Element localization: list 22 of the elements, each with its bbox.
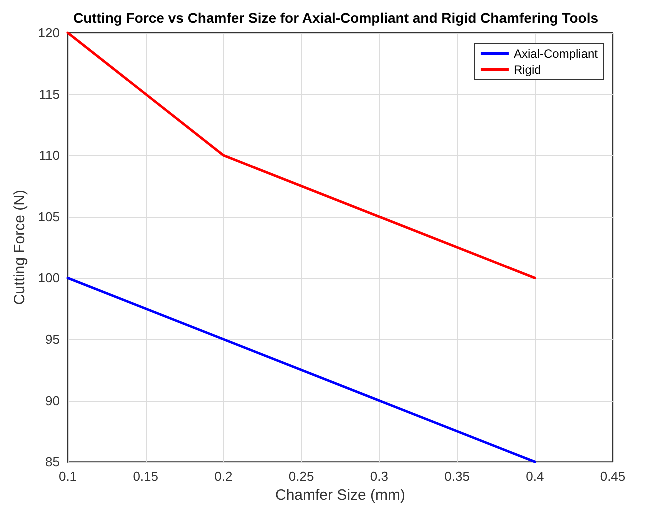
y-tick-label: 95 [46, 332, 60, 347]
y-tick-label: 110 [39, 148, 60, 164]
line-series [66, 276, 536, 464]
y-tick-label: 105 [38, 209, 60, 224]
chart-title: Cutting Force vs Chamfer Size for Axial-Compliant and Rigid Chamfering Tools [73, 10, 599, 26]
x-tick-label: 0.3 [370, 469, 388, 484]
x-tick-label: 0.2 [214, 469, 233, 484]
x-axis-title: Chamfer Size (mm) [275, 487, 406, 504]
x-tick-label: 0.4 [526, 469, 544, 484]
x-tick-label: 0.25 [288, 469, 314, 484]
legend-label: Axial-Compliant [514, 47, 599, 61]
x-tick-label: 0.1 [58, 469, 78, 484]
y-tick-label: 100 [38, 270, 60, 286]
legend-label: Rigid [514, 63, 542, 77]
x-tick-label: 0.15 [133, 469, 159, 484]
y-tick-label: 85 [46, 454, 60, 470]
y-tick-label: 120 [38, 26, 60, 40]
x-tick-label: 0.35 [444, 469, 470, 484]
y-axis-title: Cutting Force (N) [11, 190, 28, 306]
x-tick-label: 0.45 [600, 469, 626, 484]
y-tick-label: 115 [39, 86, 60, 102]
y-tick-label: 90 [46, 393, 60, 408]
